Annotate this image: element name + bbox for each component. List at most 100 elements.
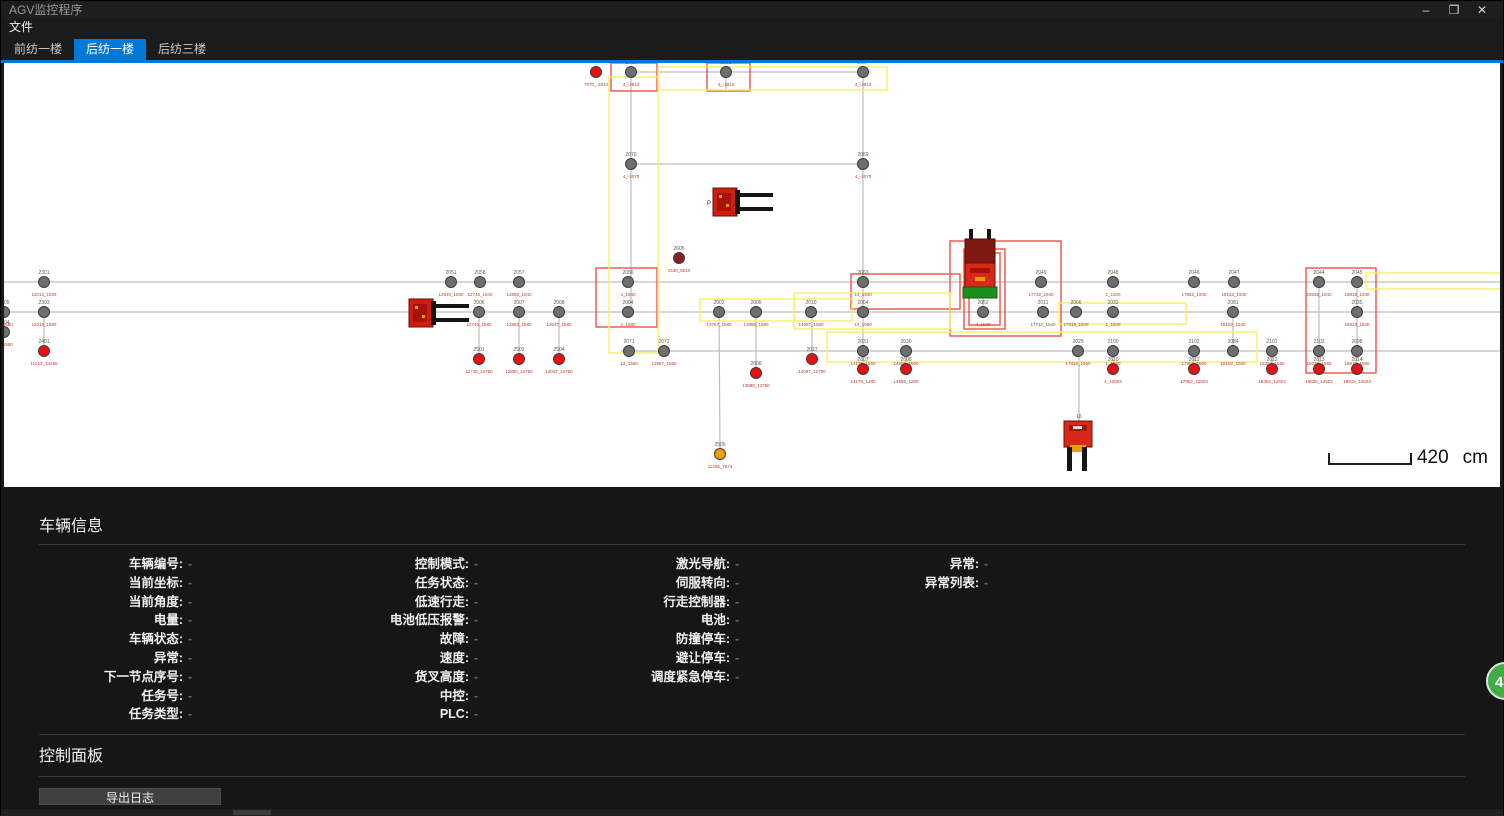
menu-item-file[interactable]: 文件 <box>9 20 34 34</box>
map-node[interactable] <box>622 276 634 288</box>
map-node[interactable] <box>1070 306 1082 318</box>
map-node[interactable] <box>1266 345 1278 357</box>
field-label: 任务类型: <box>128 707 183 722</box>
node-id-label: 2005 <box>750 300 761 306</box>
map-node[interactable] <box>1107 363 1119 375</box>
map-node[interactable] <box>900 345 912 357</box>
node-id-label: 2045 <box>1351 270 1362 276</box>
map-node[interactable] <box>1072 345 1084 357</box>
info-field-row: 任务状态: - <box>301 574 478 593</box>
map-node[interactable] <box>714 448 726 460</box>
map-node[interactable] <box>806 353 818 365</box>
map-node[interactable] <box>625 66 637 78</box>
map-node[interactable] <box>1107 345 1119 357</box>
map-node[interactable] <box>1351 276 1363 288</box>
field-value: - <box>188 613 193 628</box>
map-node[interactable] <box>1351 363 1363 375</box>
map-node[interactable] <box>1351 345 1363 357</box>
map-node[interactable] <box>857 345 869 357</box>
node-id-label: 2068 <box>720 63 731 66</box>
map-node[interactable] <box>857 363 869 375</box>
map-node[interactable] <box>805 306 817 318</box>
map-node[interactable] <box>1227 345 1239 357</box>
map-node[interactable] <box>857 276 869 288</box>
map-node[interactable] <box>623 345 635 357</box>
tab-houfang-3f[interactable]: 后纺三楼 <box>158 42 207 56</box>
node-coord-label: 17818_1540 <box>1063 322 1089 327</box>
map-node[interactable] <box>4 326 10 338</box>
export-log-button[interactable]: 导出日志 <box>39 788 221 805</box>
field-label: 控制模式: <box>414 557 469 571</box>
scrollbar-thumb[interactable] <box>233 810 271 815</box>
map-node[interactable] <box>513 276 525 288</box>
map-node[interactable] <box>1107 306 1119 318</box>
info-field-row: 速度: - <box>301 649 478 668</box>
map-node[interactable] <box>1188 345 1200 357</box>
map-node[interactable] <box>1188 276 1200 288</box>
tab-qianfang-1f[interactable]: 前纺一楼 <box>14 42 63 56</box>
map-node[interactable] <box>1107 276 1119 288</box>
map-node[interactable] <box>1313 345 1325 357</box>
node-id-label: 2607 <box>857 357 868 363</box>
map-node[interactable] <box>1227 306 1239 318</box>
map-node[interactable] <box>473 353 485 365</box>
map-node[interactable] <box>857 306 869 318</box>
map-node[interactable] <box>474 276 486 288</box>
map-node[interactable] <box>38 276 50 288</box>
minimize-icon[interactable]: – <box>1422 2 1430 17</box>
agv-forklift-icon[interactable]: P <box>707 187 773 217</box>
agv-map-canvas[interactable]: 7070_-2810 2065 4_-2810 2068 4_-2810 2067 4_-2… <box>1 63 1503 487</box>
map-node[interactable] <box>857 66 869 78</box>
node-id-label: 2030 <box>900 339 911 345</box>
red-zone-rect <box>706 63 751 92</box>
map-node[interactable] <box>1351 306 1363 318</box>
field-label: 故障: <box>439 632 469 647</box>
map-node[interactable] <box>38 306 50 318</box>
map-node[interactable] <box>553 353 565 365</box>
node-id-label: 2058 <box>474 270 485 276</box>
map-node[interactable] <box>673 252 685 264</box>
map-node[interactable] <box>750 367 762 379</box>
tab-houfang-1f[interactable]: 后纺一楼 <box>74 39 147 60</box>
agv-forklift-icon[interactable] <box>1063 420 1093 471</box>
field-label: 异常列表: <box>924 575 979 590</box>
map-node[interactable] <box>720 66 732 78</box>
agv-forklift-icon[interactable] <box>962 229 998 299</box>
map-node[interactable] <box>977 306 989 318</box>
map-node[interactable] <box>625 158 637 170</box>
map-node[interactable] <box>900 363 912 375</box>
svg-text:P: P <box>707 201 711 207</box>
map-node[interactable] <box>590 66 602 78</box>
map-node[interactable] <box>38 345 50 357</box>
map-node[interactable] <box>553 306 565 318</box>
map-node[interactable] <box>513 306 525 318</box>
map-node[interactable] <box>750 306 762 318</box>
map-node[interactable] <box>1037 306 1049 318</box>
map-node[interactable] <box>473 306 485 318</box>
map-node[interactable] <box>622 306 634 318</box>
map-node[interactable] <box>513 353 525 365</box>
map-node[interactable] <box>658 345 670 357</box>
node-coord-label: 4_1540 <box>975 322 991 327</box>
map-node[interactable] <box>1228 276 1240 288</box>
map-node[interactable] <box>1188 363 1200 375</box>
node-coord-label: 13587_1560 <box>651 361 677 366</box>
map-node[interactable] <box>1313 363 1325 375</box>
map-node[interactable] <box>857 158 869 170</box>
close-icon[interactable]: ✕ <box>1476 2 1488 17</box>
node-coord-label: 13_1560 <box>620 361 638 366</box>
agv-forklift-icon[interactable] <box>408 298 469 328</box>
field-value: - <box>188 688 193 703</box>
map-node[interactable] <box>445 276 457 288</box>
map-node[interactable] <box>1035 276 1047 288</box>
horizontal-scrollbar[interactable] <box>1 809 1503 816</box>
map-node[interactable] <box>4 306 10 318</box>
restore-icon[interactable]: ❐ <box>1448 2 1460 17</box>
node-coord-label: 14586_1280 <box>893 379 919 384</box>
map-node[interactable] <box>1313 276 1325 288</box>
map-node[interactable] <box>713 306 725 318</box>
node-coord-label: 4_1940 <box>620 292 636 297</box>
map-node[interactable] <box>1266 363 1278 375</box>
node-coord-label: 7070_-2810 <box>584 82 609 87</box>
vehicle-info-column-3: 激光导航: - 伺服转向: - 行走控制器: - 电池: - 防撞停车: - 避让停车: - 调度紧急停… <box>561 555 739 687</box>
